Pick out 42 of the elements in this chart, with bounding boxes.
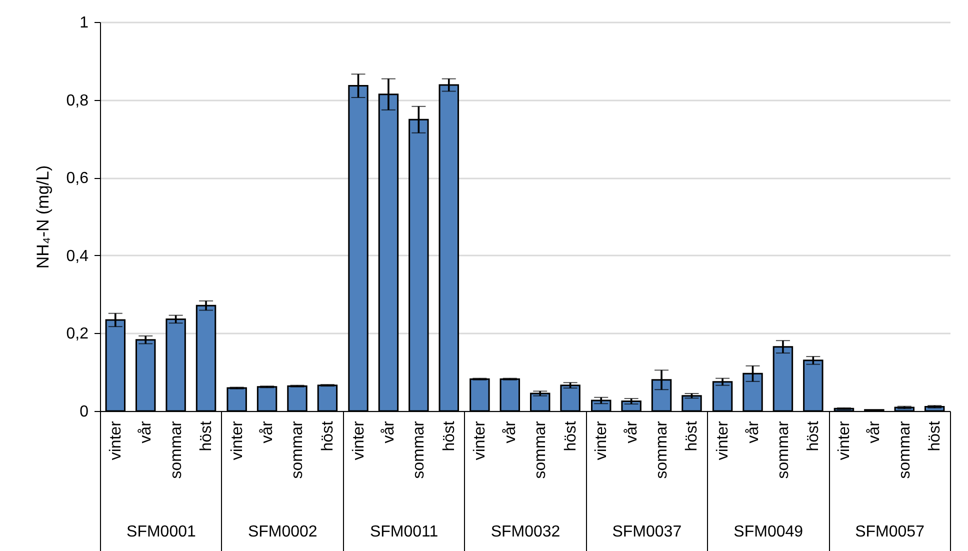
text: vår	[502, 421, 519, 444]
text: vinter	[350, 421, 368, 460]
text: sommar	[289, 421, 306, 479]
text: vår	[623, 421, 640, 444]
y-axis-title: NH₄-N (mg/L)	[33, 165, 52, 269]
x-tick-label: SFM0049	[734, 524, 804, 540]
x-tick-label: SFM0057	[855, 524, 925, 540]
x-tick-label: SFM0037	[612, 524, 682, 540]
text: vår	[380, 421, 398, 444]
text: sommar	[774, 421, 792, 479]
text: vår	[744, 421, 762, 444]
y-tick-label: 0,2	[66, 326, 89, 343]
text: höst	[684, 421, 701, 452]
text: sommar	[168, 420, 185, 479]
text: vinter	[107, 420, 124, 460]
text: höst	[562, 421, 580, 452]
y-tick-label: 0,8	[66, 92, 89, 110]
text: höst	[198, 420, 216, 452]
text: vinter	[714, 421, 732, 460]
x-tick-label: SFM0032	[490, 524, 560, 540]
text: höst	[926, 421, 944, 452]
text: vinter	[472, 421, 489, 460]
text: vinter	[228, 421, 246, 460]
text: vår	[259, 421, 276, 444]
text: höst	[805, 421, 822, 452]
text: sommar	[532, 421, 550, 479]
text: vår	[866, 421, 884, 444]
text: sommar	[410, 421, 428, 479]
x-tick-label: SFM0002	[248, 524, 318, 540]
text: vår	[138, 420, 155, 444]
x-tick-label: SFM0001	[126, 524, 196, 540]
text: vinter	[836, 421, 853, 460]
y-tick-label: 0,6	[66, 170, 89, 188]
text: vinter	[593, 421, 610, 460]
text: sommar	[896, 421, 914, 479]
y-tick-label: 0	[80, 404, 89, 420]
y-tick-label: 1	[80, 14, 89, 32]
text: höst	[440, 421, 458, 452]
text: sommar	[654, 421, 671, 479]
x-tick-label: SFM0011	[370, 524, 438, 540]
text: höst	[319, 421, 336, 452]
y-tick-label: 0,4	[66, 248, 89, 265]
